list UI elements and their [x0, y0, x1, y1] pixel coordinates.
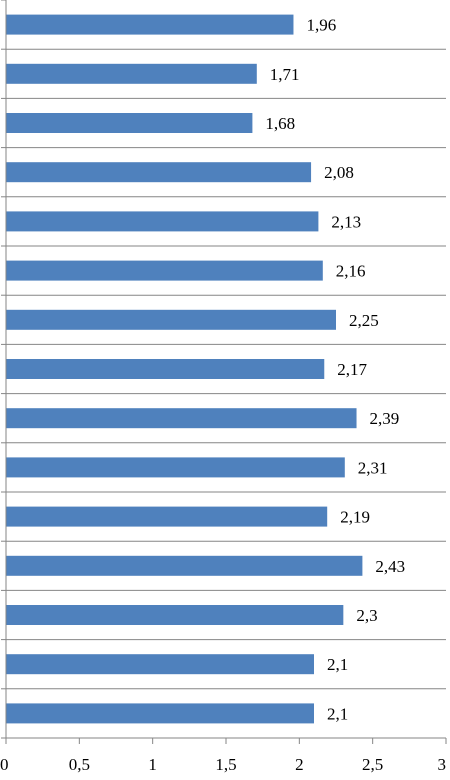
data-label: 2,17 [337, 360, 367, 379]
data-labels-group: 1,96 1,71 1,68 2,08 2,13 2,16 2,25 2,17 2,39 2,31… [265, 16, 405, 724]
data-label: 2,31 [358, 458, 388, 477]
data-label: 2,1 [327, 655, 348, 674]
bar [6, 63, 257, 84]
bar [6, 703, 314, 724]
bar [6, 113, 253, 133]
x-tick-label: 1,5 [215, 755, 236, 774]
data-label: 1,96 [306, 16, 336, 35]
category-gridlines [1, 0, 446, 739]
bar [6, 605, 344, 625]
x-tick-label: 3 [438, 755, 447, 774]
data-label: 2,3 [356, 606, 377, 625]
data-label: 1,68 [265, 114, 295, 133]
data-label: 2,08 [324, 163, 354, 182]
x-tick-label: 0,5 [69, 755, 90, 774]
bar [6, 555, 363, 576]
bar [6, 162, 312, 183]
bar [6, 654, 314, 675]
data-label: 2,19 [340, 508, 370, 527]
x-tick-label: 2 [295, 755, 304, 774]
data-label: 2,43 [375, 557, 405, 576]
bar [6, 506, 328, 527]
bars-group [6, 14, 363, 724]
bar [6, 359, 325, 379]
x-tick-label: 0 [0, 755, 9, 774]
bar [6, 211, 319, 232]
bar [6, 14, 294, 35]
x-tick-label: 2,5 [362, 755, 383, 774]
data-label: 1,71 [270, 65, 300, 84]
x-tick-label: 1 [148, 755, 157, 774]
data-label: 2,16 [336, 262, 366, 281]
data-label: 2,25 [349, 311, 379, 330]
bar [6, 457, 345, 478]
x-axis-ticks: 0 0,5 1 1,5 2 2,5 3 [0, 738, 447, 774]
bar [6, 309, 336, 330]
data-label: 2,1 [327, 704, 348, 723]
bar [6, 408, 357, 429]
data-label: 2,39 [370, 409, 400, 428]
data-label: 2,13 [331, 212, 361, 231]
bar [6, 260, 323, 281]
